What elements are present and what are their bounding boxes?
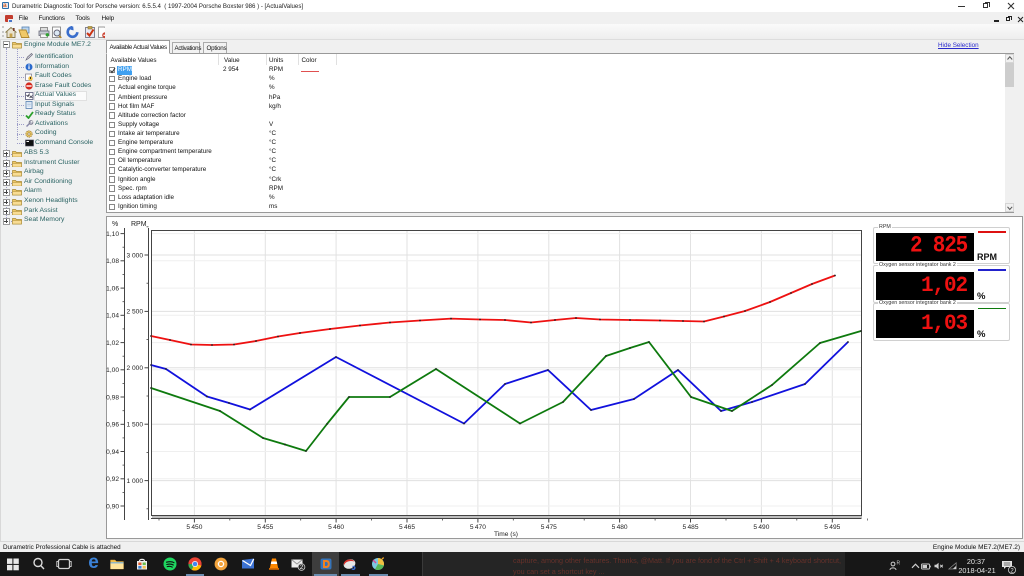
svg-text:5 465: 5 465: [399, 524, 415, 531]
svg-text:5 450: 5 450: [186, 524, 202, 531]
svg-text:1 500: 1 500: [126, 422, 143, 429]
svg-text:5 475: 5 475: [541, 524, 557, 531]
svg-text:0,96: 0,96: [106, 422, 119, 429]
svg-text:5 485: 5 485: [683, 524, 699, 531]
svg-text:3 000: 3 000: [126, 252, 143, 259]
svg-text:0,90: 0,90: [106, 503, 119, 510]
svg-text:5 495: 5 495: [824, 524, 840, 531]
svg-text:5 455: 5 455: [257, 524, 273, 531]
svg-text:2: 2: [300, 565, 304, 571]
svg-text:1,08: 1,08: [106, 258, 119, 265]
svg-text:2: 2: [1010, 568, 1014, 574]
svg-text:5 480: 5 480: [612, 524, 628, 531]
svg-text:1,02: 1,02: [106, 340, 119, 347]
svg-text:2 500: 2 500: [126, 309, 143, 316]
svg-text:1,04: 1,04: [106, 313, 119, 320]
svg-text:%: %: [112, 221, 118, 228]
svg-text:5 460: 5 460: [328, 524, 344, 531]
svg-text:RPM: RPM: [131, 221, 147, 228]
svg-text:5 490: 5 490: [753, 524, 769, 531]
svg-text:1 000: 1 000: [126, 478, 143, 485]
svg-text:1,10: 1,10: [106, 231, 119, 238]
svg-text:R: R: [897, 560, 901, 566]
svg-text:0,94: 0,94: [106, 449, 119, 456]
svg-text:Time (s): Time (s): [494, 531, 518, 538]
svg-text:1,00: 1,00: [106, 367, 119, 374]
svg-text:2 000: 2 000: [126, 365, 143, 372]
svg-text:5 470: 5 470: [470, 524, 486, 531]
svg-text:0,92: 0,92: [106, 476, 119, 483]
svg-text:1,06: 1,06: [106, 285, 119, 292]
svg-text:0,98: 0,98: [106, 394, 119, 401]
